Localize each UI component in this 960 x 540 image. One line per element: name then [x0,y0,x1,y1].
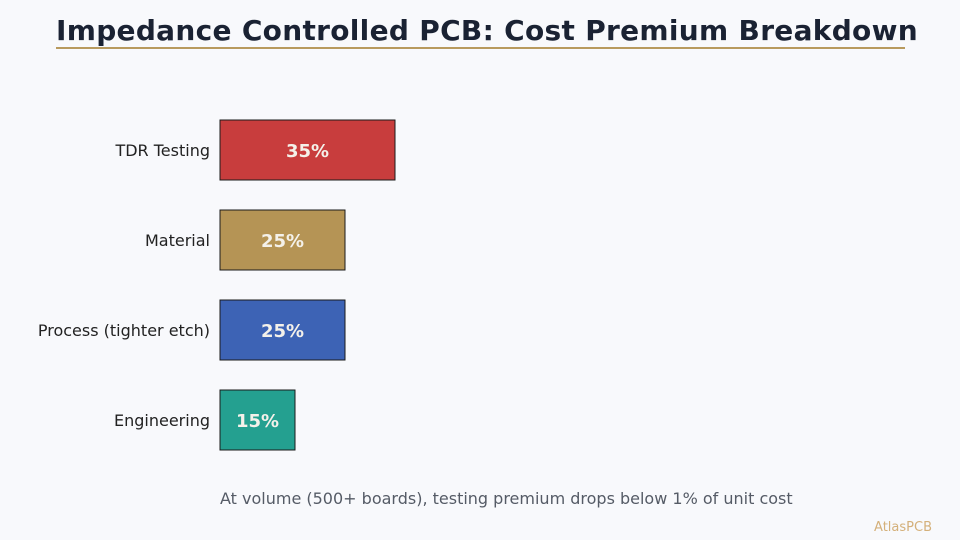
brand-watermark: AtlasPCB [874,520,932,535]
chart-annotation: At volume (500+ boards), testing premium… [220,489,793,508]
category-label-tdr-testing: TDR Testing [114,141,210,160]
value-label-engineering: 15% [236,411,279,432]
value-label-process-tighter-etch: 25% [261,321,304,342]
chart-title: Impedance Controlled PCB: Cost Premium B… [56,14,918,47]
value-label-material: 25% [261,231,304,252]
bar-tdr-testing [219,119,396,181]
category-label-material: Material [145,231,210,250]
bar-engineering [219,389,296,451]
bar-material [219,209,346,271]
value-label-tdr-testing: 35% [286,141,329,162]
bar-process-tighter-etch [219,299,346,361]
category-label-process-tighter-etch: Process (tighter etch) [38,321,210,340]
category-label-engineering: Engineering [114,411,210,430]
title-underline [56,47,905,49]
